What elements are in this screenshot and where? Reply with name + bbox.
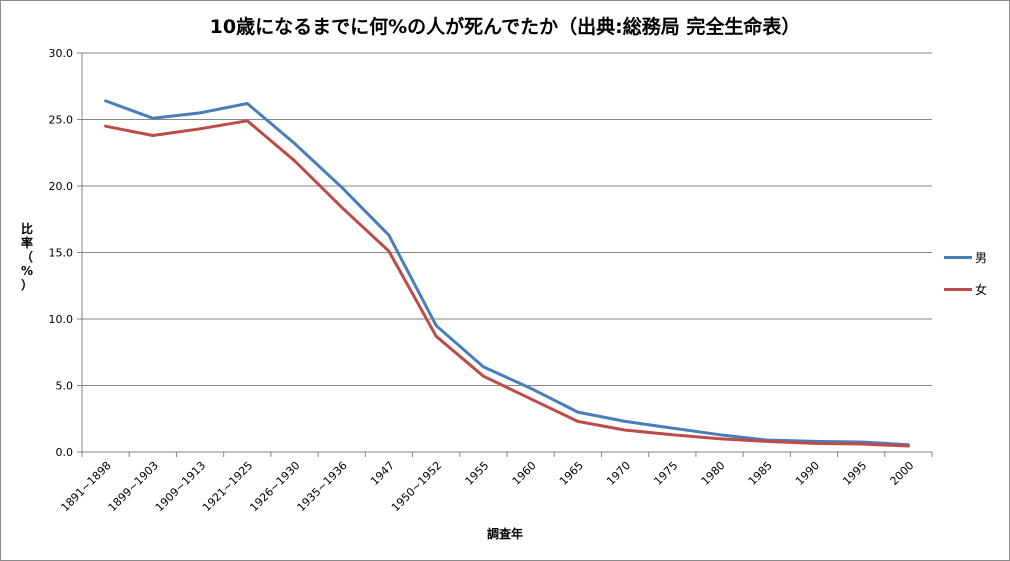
- y-tick-label: 30.0: [49, 47, 74, 60]
- x-tick-label: 1990: [793, 459, 822, 488]
- y-tick-label: 20.0: [49, 180, 74, 193]
- y-axis-label-char: 率: [20, 236, 33, 250]
- x-tick-label: 1947: [368, 459, 397, 488]
- x-tick-label: 1965: [557, 459, 586, 488]
- y-axis-label: 比率（%）: [18, 222, 36, 292]
- x-tick-label: 1970: [604, 459, 633, 488]
- x-tick-label: 1935~1936: [295, 459, 350, 514]
- y-axis-label-char: （: [20, 250, 33, 264]
- legend-swatch: [944, 288, 972, 291]
- y-axis-label-char: %: [20, 264, 34, 278]
- y-axis-label-char: ）: [20, 278, 33, 292]
- y-tick-label: 0.0: [56, 446, 74, 459]
- legend-swatch: [944, 256, 972, 259]
- x-tick-label: 1950~1952: [389, 459, 444, 514]
- series-line-1: [104, 99, 910, 447]
- x-tick-label: 1975: [651, 459, 680, 488]
- y-tick-label: 5.0: [56, 380, 74, 393]
- legend-label: 男: [975, 251, 988, 265]
- y-tick-label: 25.0: [49, 114, 74, 127]
- x-tick-label: 2000: [888, 459, 917, 488]
- y-tick-label: 15.0: [49, 247, 74, 260]
- y-axis-label-char: 比: [20, 222, 33, 236]
- x-tick-label: 1960: [510, 459, 539, 488]
- legend-label: 女: [975, 283, 988, 297]
- chart-title: 10歳になるまでに何%の人が死んでたか（出典:総務局 完全生命表）: [209, 16, 801, 38]
- series-line-2: [104, 119, 910, 448]
- x-tick-label: 1955: [463, 459, 492, 488]
- x-tick-label: 1985: [746, 459, 775, 488]
- y-tick-label: 10.0: [49, 313, 74, 326]
- x-tick-label: 1995: [840, 459, 869, 488]
- x-axis-label: 調査年: [486, 527, 523, 541]
- x-tick-label: 1980: [699, 459, 728, 488]
